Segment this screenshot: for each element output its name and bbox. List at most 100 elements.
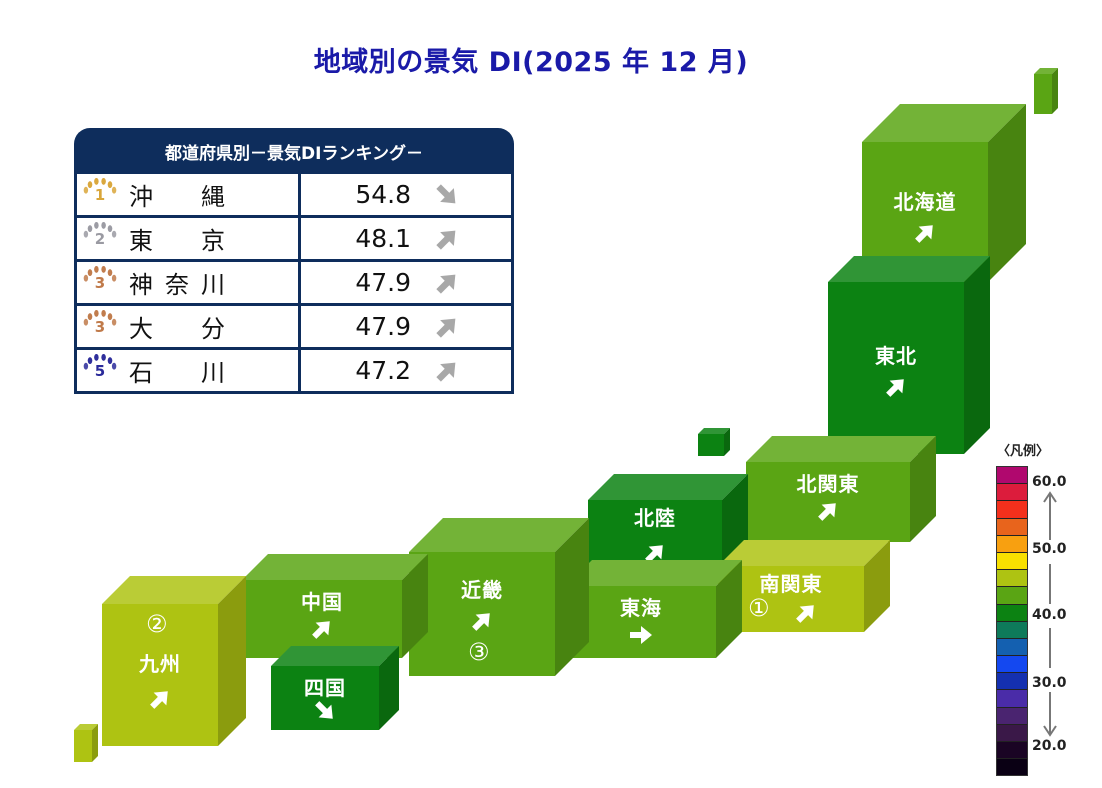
trend-up-arrow-icon [883,374,909,400]
prefecture-cell: 3 神奈川 [77,262,298,303]
legend-swatch [997,535,1027,553]
ranking-row: 5 石川 47.2 [77,350,511,391]
rank-circle-mark: ① [748,594,770,622]
legend-title: 〈凡例〉 [997,444,1050,459]
region-label-group: 北海道 [862,142,988,282]
rank-number: 2 [94,229,106,248]
value-cell: 48.1 [301,218,511,259]
legend-swatch [997,570,1027,588]
prefecture-name: 沖縄 [129,177,225,212]
region-label-group: 南関東 ① [718,566,864,632]
di-value: 47.9 [355,268,411,297]
prefecture-cell: 1 沖縄 [77,174,298,215]
prefecture-name: 大分 [129,309,225,344]
rank-number: 1 [94,185,106,204]
region-label-group: 中国 [242,580,402,658]
region-label-group: 東海 [566,586,716,658]
region-label-group: 東北 [828,282,964,454]
legend-swatch [997,621,1027,639]
legend-swatch [997,638,1027,657]
legend-swatch [997,656,1027,674]
legend-swatch [997,484,1027,502]
prefecture-char: 沖 [129,183,153,211]
trend-up-arrow-icon [642,540,668,566]
trend-up-arrow-icon [433,225,461,253]
trend-up-arrow-icon [793,600,819,626]
prefecture-name: 東京 [129,221,225,256]
legend-tick-label: 50.0 [1032,541,1067,557]
rank-circle-mark: ③ [468,638,490,666]
rank-number: 3 [94,273,106,292]
prefecture-char: 東 [129,227,153,255]
di-value: 54.8 [355,180,411,209]
prefecture-cell: 3 大分 [77,306,298,347]
legend-tick-label: 30.0 [1032,675,1067,691]
legend-swatch [997,724,1027,742]
region-name: 四国 [304,676,346,700]
legend-swatch [997,707,1027,725]
legend-swatch [997,587,1027,605]
prefecture-char: 京 [201,227,225,255]
legend-swatch [997,759,1027,776]
legend-swatch [997,673,1027,691]
region-name: 東北 [875,344,917,368]
region-name: 中国 [301,590,343,614]
trend-up-arrow-icon [815,498,841,524]
legend-tick-label: 60.0 [1032,474,1067,490]
region-name: 南関東 [759,572,823,596]
prefecture-char: 奈 [165,271,189,299]
prefecture-char: 石 [129,359,153,387]
value-cell: 54.8 [301,174,511,215]
rank-medal-icon: 3 [77,264,123,302]
prefecture-char: 川 [201,271,225,299]
region-label-group: 近畿 ③ [409,552,555,676]
prefecture-name: 神奈川 [129,265,225,300]
ranking-row: 3 神奈川 47.9 [77,262,511,303]
di-value: 47.9 [355,312,411,341]
legend-swatch [997,467,1027,485]
rank-number: 3 [94,317,106,336]
region-name: 九州 [139,652,181,676]
di-value: 47.2 [355,356,411,385]
rank-medal-icon: 1 [77,176,123,214]
rank-medal-icon: 3 [77,308,123,346]
region-name: 北海道 [893,190,957,214]
region-name: 北陸 [634,506,676,530]
ranking-row: 2 東京 48.1 [77,218,511,259]
rank-medal-icon: 2 [77,220,123,258]
region-label-group: 北陸 [588,500,722,576]
prefecture-name: 石川 [129,353,225,388]
trend-up-arrow-icon [309,616,335,642]
trend-up-arrow-icon [469,608,495,634]
trend-up-arrow-icon [433,313,461,341]
ranking-table: 都道府県別－景気DIランキング－ 1 沖縄 54.8 2 東京 48.1 [74,128,514,394]
ranking-body: 1 沖縄 54.8 2 東京 48.1 3 神奈川 47.9 [74,174,514,394]
legend-swatch [997,518,1027,536]
prefecture-char: 川 [201,359,225,387]
prefecture-cell: 2 東京 [77,218,298,259]
rank-number: 5 [94,361,106,380]
di-value: 48.1 [355,224,411,253]
legend-swatch [997,604,1027,622]
trend-up-arrow-icon [147,686,173,712]
trend-down-arrow-icon [312,698,338,724]
prefecture-cell: 5 石川 [77,350,298,391]
legend-tick-label: 20.0 [1032,738,1067,754]
region-label-group: 九州 ② [102,604,218,746]
ranking-header: 都道府県別－景気DIランキング－ [74,128,514,174]
region-label-group: 北関東 [746,462,910,542]
region-name: 北関東 [796,472,860,496]
ranking-row: 3 大分 47.9 [77,306,511,347]
value-cell: 47.2 [301,350,511,391]
prefecture-char: 分 [201,315,225,343]
trend-up-arrow-icon [433,357,461,385]
legend-swatch [997,501,1027,519]
region-label-group: 四国 [271,666,379,730]
rank-medal-icon: 5 [77,352,123,390]
value-cell: 47.9 [301,262,511,303]
legend-swatch [997,742,1027,760]
trend-flat-arrow-icon [628,622,654,648]
prefecture-char: 縄 [201,183,225,211]
page-title: 地域別の景気 DI(2025 年 12 月) [313,47,749,78]
rank-circle-mark: ② [146,610,168,638]
